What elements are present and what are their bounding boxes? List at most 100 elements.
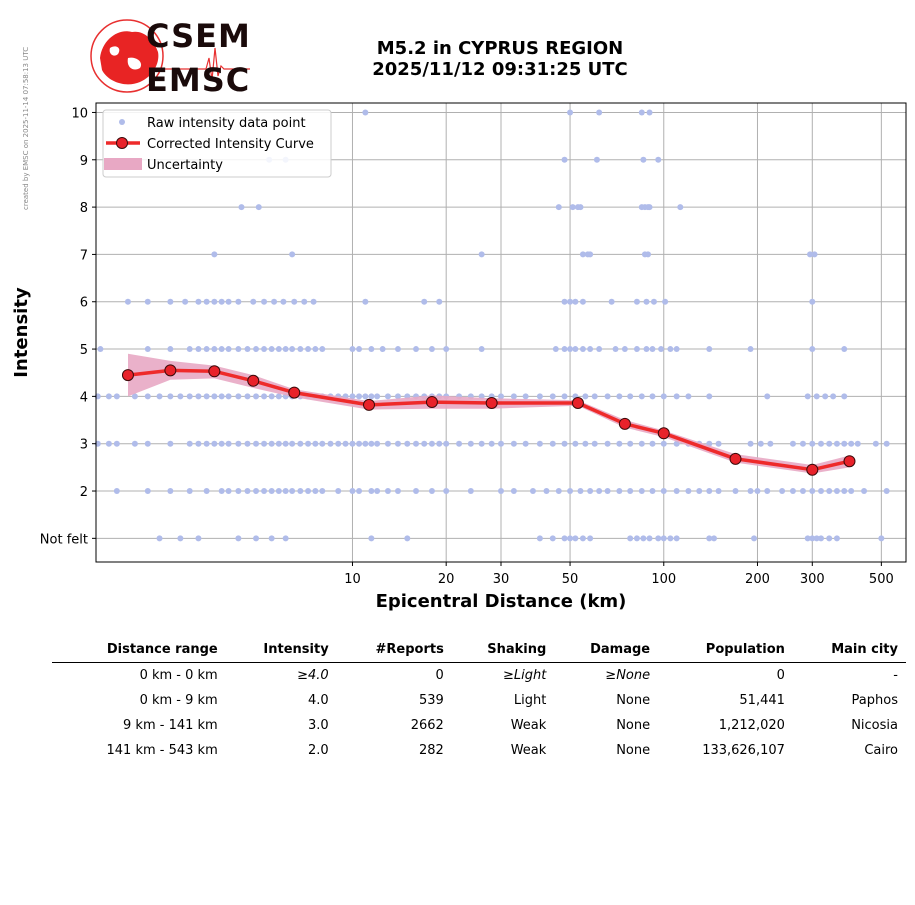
title-event: M5.2 in CYPRUS REGION: [376, 38, 624, 59]
raw-data-point: [673, 535, 680, 542]
raw-data-point: [638, 488, 645, 495]
raw-data-point: [638, 440, 645, 447]
raw-data-point: [244, 440, 251, 447]
corrected-intensity-curve: [127, 368, 850, 472]
raw-data-point: [604, 488, 611, 495]
curve-marker: [121, 369, 134, 382]
raw-data-point: [261, 488, 268, 495]
raw-data-point: [456, 440, 463, 447]
raw-data-point: [841, 346, 848, 353]
raw-data-point: [167, 488, 174, 495]
raw-data-point: [203, 393, 210, 400]
raw-data-point: [715, 488, 722, 495]
raw-data-point: [627, 393, 634, 400]
x-tick-label: 100: [651, 572, 676, 587]
legend-box: [102, 109, 332, 178]
chart-legend: Raw intensity data point Corrected Intens…: [102, 109, 332, 178]
raw-data-point: [327, 440, 334, 447]
raw-data-point: [567, 109, 574, 116]
raw-data-point: [253, 346, 260, 353]
raw-data-point: [579, 346, 586, 353]
raw-data-point: [144, 393, 151, 400]
raw-data-point: [813, 393, 820, 400]
raw-data-point: [696, 488, 703, 495]
raw-data-point: [826, 535, 833, 542]
raw-data-point: [646, 535, 653, 542]
curve-marker: [618, 417, 631, 430]
raw-data-point: [105, 393, 112, 400]
raw-data-point: [764, 488, 771, 495]
raw-data-point: [646, 109, 653, 116]
raw-data-point: [211, 251, 218, 258]
raw-data-point: [809, 298, 816, 305]
header-shaking: Shaking: [451, 640, 555, 663]
raw-data-point: [368, 535, 375, 542]
raw-data-point: [596, 109, 603, 116]
curve-marker: [247, 374, 260, 387]
raw-data-point: [177, 393, 184, 400]
raw-data-point: [673, 488, 680, 495]
raw-data-point: [561, 393, 568, 400]
raw-data-point: [655, 535, 662, 542]
raw-data-point: [841, 488, 848, 495]
cell-damage: None: [616, 718, 651, 733]
raw-data-point: [362, 393, 369, 400]
raw-data-point: [510, 488, 517, 495]
raw-data-point: [261, 440, 268, 447]
raw-data-point: [577, 488, 584, 495]
raw-data-point: [235, 535, 242, 542]
raw-data-point: [813, 535, 820, 542]
raw-data-point: [616, 440, 623, 447]
raw-data-point: [225, 346, 232, 353]
raw-data-point: [203, 440, 210, 447]
cell-intensity: 3.0: [308, 718, 329, 733]
table-header-row: Distance range Intensity #Reports Shakin…: [52, 640, 906, 663]
raw-data-point: [809, 346, 816, 353]
curve-marker: [571, 397, 584, 410]
cell-population: 1,212,020: [718, 718, 785, 733]
raw-data-point: [616, 488, 623, 495]
raw-data-point: [478, 440, 485, 447]
raw-data-point: [271, 298, 278, 305]
raw-data-point: [616, 393, 623, 400]
cell-damage: None: [616, 693, 651, 708]
raw-data-point: [305, 488, 312, 495]
raw-data-point: [804, 393, 811, 400]
raw-data-point: [809, 440, 816, 447]
raw-data-point: [569, 204, 576, 211]
raw-data-point: [235, 298, 242, 305]
cell-shaking: Weak: [510, 718, 547, 733]
raw-data-point: [195, 440, 202, 447]
raw-data-point: [312, 440, 319, 447]
raw-data-point: [218, 298, 225, 305]
cell-shaking: ≥Light: [502, 668, 547, 683]
raw-data-point: [685, 488, 692, 495]
raw-data-point: [587, 535, 594, 542]
raw-data-point: [195, 298, 202, 305]
raw-data-point: [660, 393, 667, 400]
raw-data-point: [498, 488, 504, 495]
raw-data-point: [289, 346, 296, 353]
raw-data-point: [667, 346, 674, 353]
raw-data-point: [282, 346, 289, 353]
raw-data-point: [218, 393, 225, 400]
cell-reports: 0: [435, 668, 444, 683]
raw-data-point: [289, 440, 296, 447]
raw-data-point: [660, 440, 667, 447]
raw-data-point: [250, 298, 257, 305]
raw-data-point: [131, 440, 138, 447]
raw-data-point: [579, 298, 586, 305]
raw-data-point: [186, 393, 193, 400]
raw-data-point: [261, 393, 268, 400]
raw-data-point: [235, 393, 242, 400]
raw-data-point: [211, 393, 218, 400]
raw-data-point: [443, 488, 450, 495]
raw-data-point: [218, 488, 225, 495]
raw-data-point: [467, 488, 474, 495]
raw-data-point: [167, 346, 174, 353]
raw-data-point: [182, 298, 189, 305]
uncertainty-band: [128, 353, 850, 474]
raw-data-point: [467, 440, 474, 447]
raw-data-point: [529, 488, 536, 495]
raw-data-point: [156, 393, 163, 400]
